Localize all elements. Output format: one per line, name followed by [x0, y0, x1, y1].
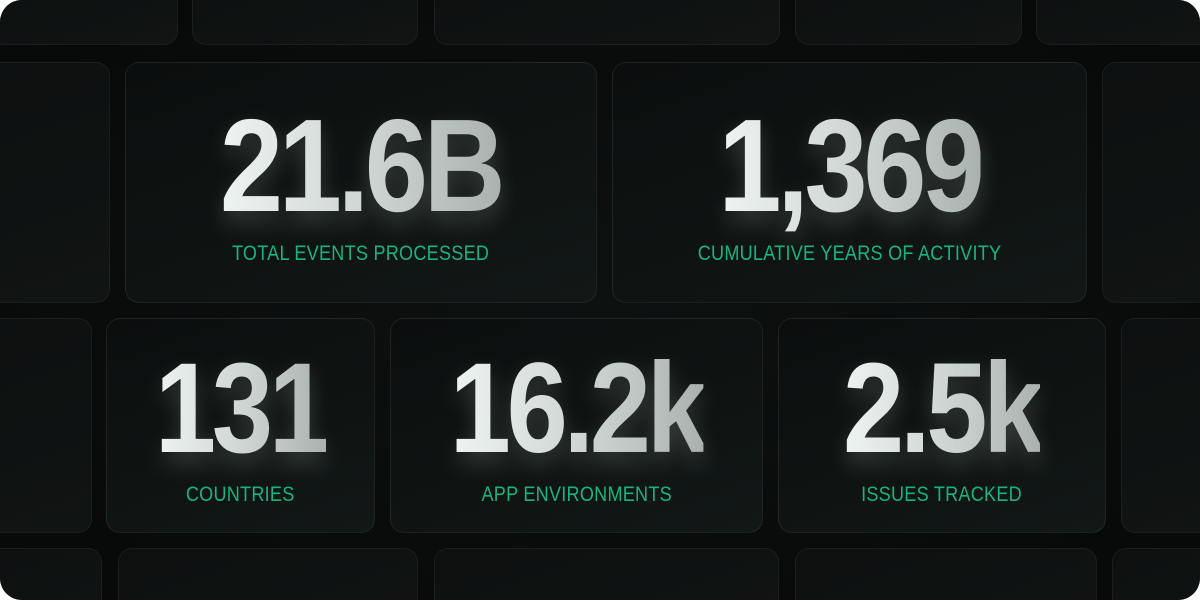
- background-tile: [1102, 62, 1200, 303]
- background-tile: [1112, 548, 1200, 600]
- background-tile: [0, 318, 92, 533]
- background-tile: [1121, 318, 1200, 533]
- stat-value: 21.6B: [220, 91, 506, 239]
- stat-label: APP ENVIRONMENTS: [481, 482, 672, 506]
- background-tile: [795, 0, 1022, 45]
- stat-label: ISSUES TRACKED: [861, 482, 1023, 506]
- background-tile: [0, 62, 110, 303]
- stat-value: 2.5k: [843, 336, 1044, 480]
- stat-label: COUNTRIES: [186, 482, 295, 506]
- background-tile: [0, 0, 178, 45]
- stat-card-app-environments: 16.2k APP ENVIRONMENTS: [390, 318, 763, 533]
- stat-value: 16.2k: [449, 336, 708, 480]
- background-tile: [192, 0, 418, 45]
- background-tile: [795, 548, 1097, 600]
- stat-value: 131: [155, 336, 330, 480]
- stat-label: TOTAL EVENTS PROCESSED: [232, 241, 490, 265]
- stat-card-total-events: 21.6B TOTAL EVENTS PROCESSED: [125, 62, 597, 303]
- background-tile: [434, 548, 779, 600]
- background-tile: [1036, 0, 1200, 45]
- stat-value: 1,369: [718, 91, 985, 239]
- background-tile: [434, 0, 780, 45]
- background-tile: [0, 548, 102, 600]
- stat-card-issues-tracked: 2.5k ISSUES TRACKED: [778, 318, 1106, 533]
- stat-card-cumulative-years: 1,369 CUMULATIVE YEARS OF ACTIVITY: [612, 62, 1087, 303]
- background-tile: [118, 548, 418, 600]
- stat-label: CUMULATIVE YEARS OF ACTIVITY: [697, 241, 1002, 265]
- stat-card-countries: 131 COUNTRIES: [106, 318, 375, 533]
